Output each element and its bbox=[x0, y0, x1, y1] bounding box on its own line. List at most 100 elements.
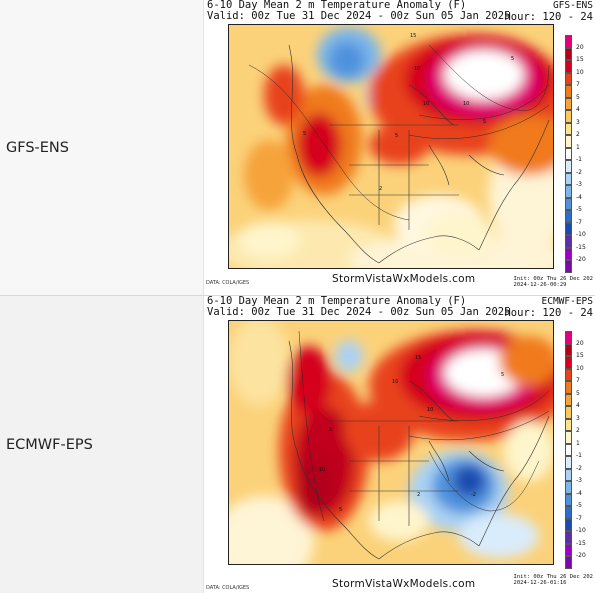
color-scale-swatch bbox=[565, 506, 572, 519]
color-scale-tick: 1 bbox=[576, 439, 580, 447]
color-scale-swatch bbox=[565, 368, 572, 381]
init-info: Init: 00z Thu 26 Dec 202 2024-12-26-00:2… bbox=[514, 276, 593, 288]
row-divider bbox=[0, 295, 595, 296]
color-scale-tick: 3 bbox=[576, 118, 580, 126]
color-scale-swatch bbox=[565, 85, 572, 98]
contour-label: 15 bbox=[410, 33, 416, 39]
color-scale-swatch bbox=[565, 160, 572, 173]
forecast-hour: Hour: 120 - 24 bbox=[504, 307, 593, 319]
anomaly-map-svg: 15 10 10 10 5 5 5 2 -2 bbox=[229, 321, 553, 564]
color-scale-tick: 20 bbox=[576, 43, 584, 51]
contour-label: 5 bbox=[501, 372, 504, 378]
contour-label: 10 bbox=[319, 467, 325, 473]
contour-label: 2 bbox=[417, 492, 420, 498]
contour-label: 5 bbox=[303, 131, 306, 137]
color-scale-tick: -7 bbox=[576, 218, 582, 226]
color-scale-tick: -10 bbox=[576, 231, 586, 238]
contour-label: 10 bbox=[414, 66, 420, 72]
map-title: 6-10 Day Mean 2 m Temperature Anomaly (F… bbox=[207, 0, 467, 11]
color-scale-tick: 4 bbox=[576, 106, 580, 113]
color-scale-tick: 5 bbox=[576, 93, 580, 101]
color-scale-swatch bbox=[565, 556, 572, 569]
init-time: Init: 00z Thu 26 Dec 202 bbox=[513, 276, 593, 282]
contour-label: -2 bbox=[471, 492, 476, 498]
contour-label: 5 bbox=[511, 56, 514, 62]
color-scale-swatch bbox=[565, 393, 572, 406]
contour-label: 2 bbox=[379, 186, 382, 192]
color-scale-tick: 7 bbox=[576, 377, 580, 384]
forecast-hour: Hour: 120 - 24 bbox=[504, 11, 593, 23]
model-label: ECMWF-EPS bbox=[6, 436, 93, 453]
data-source: DATA: COLA/IGES bbox=[206, 280, 250, 286]
color-scale-tick: -2 bbox=[576, 168, 582, 176]
color-scale-tick: 10 bbox=[576, 68, 584, 76]
color-scale-tick: -1 bbox=[576, 452, 582, 459]
color-scale-swatch bbox=[565, 431, 572, 444]
contour-label: 5 bbox=[339, 507, 342, 513]
panel-gfs-ens: GFS-ENS 6-10 Day Mean 2 m Temperature An… bbox=[0, 0, 595, 295]
color-scale-tick: 7 bbox=[576, 81, 580, 88]
site-watermark: StormVistaWxModels.com bbox=[332, 273, 476, 285]
color-scale-tick: -7 bbox=[576, 514, 582, 522]
contour-label: 5 bbox=[483, 119, 486, 125]
color-scale-tick: -5 bbox=[576, 206, 582, 213]
color-scale-swatch bbox=[565, 235, 572, 248]
color-scale-tick: -4 bbox=[576, 489, 582, 497]
color-scale-tick: 2 bbox=[576, 427, 580, 434]
color-scale-tick: -20 bbox=[576, 552, 586, 559]
contour-label: 5 bbox=[395, 133, 398, 139]
init-time: Init: 00z Thu 26 Dec 202 bbox=[513, 574, 593, 580]
color-scale-swatch bbox=[565, 197, 572, 210]
color-scale-tick: 1 bbox=[576, 143, 580, 151]
valid-time: Valid: 00z Tue 31 Dec 2024 - 00z Sun 05 … bbox=[207, 306, 511, 318]
color-scale-swatch bbox=[565, 260, 572, 273]
color-scale-swatch bbox=[565, 406, 572, 419]
model-code: GFS-ENS bbox=[552, 0, 593, 11]
color-scale-swatch bbox=[565, 468, 572, 481]
color-scale-swatch bbox=[565, 456, 572, 469]
color-scale-swatch bbox=[565, 35, 572, 48]
color-scale-tick: -15 bbox=[576, 539, 586, 547]
color-scale-tick: 15 bbox=[576, 352, 584, 359]
color-scale-swatch bbox=[565, 210, 572, 223]
color-scale-swatch bbox=[565, 47, 572, 60]
init-info: Init: 00z Thu 26 Dec 202 2024-12-26-01:1… bbox=[514, 574, 593, 586]
valid-time: Valid: 00z Tue 31 Dec 2024 - 00z Sun 05 … bbox=[207, 10, 511, 22]
color-scale-swatch bbox=[565, 247, 572, 260]
color-scale-tick: 4 bbox=[576, 402, 580, 409]
contour-label: 15 bbox=[415, 355, 421, 361]
model-label: GFS-ENS bbox=[6, 139, 69, 156]
color-scale-swatch bbox=[565, 72, 572, 85]
color-scale-swatch bbox=[565, 356, 572, 369]
color-scale-swatch bbox=[565, 60, 572, 73]
color-scale-swatch bbox=[565, 331, 572, 344]
color-scale-tick: -2 bbox=[576, 464, 582, 472]
color-scale-tick: -3 bbox=[576, 181, 582, 188]
label-cell: GFS-ENS bbox=[0, 0, 204, 295]
anomaly-map-svg: 15 10 10 10 5 5 5 5 2 bbox=[229, 25, 553, 268]
contour-label: 10 bbox=[423, 101, 429, 107]
color-scale-swatch bbox=[565, 172, 572, 185]
color-scale-tick: -4 bbox=[576, 193, 582, 201]
contour-label: 5 bbox=[329, 427, 332, 433]
panel-ecmwf-eps: ECMWF-EPS 6-10 Day Mean 2 m Temperature … bbox=[0, 296, 595, 593]
color-scale-tick: -1 bbox=[576, 156, 582, 163]
color-scale-swatch bbox=[565, 185, 572, 198]
color-scale-swatch bbox=[565, 493, 572, 506]
color-scale-tick: 20 bbox=[576, 339, 584, 347]
contour-label: 10 bbox=[463, 101, 469, 107]
color-scale-swatch bbox=[565, 343, 572, 356]
color-scale-tick: 10 bbox=[576, 364, 584, 372]
contour-label: 10 bbox=[392, 379, 398, 385]
render-stamp: 2024-12-26-00:29 bbox=[513, 282, 567, 288]
contour-label: 10 bbox=[427, 407, 433, 413]
color-scale-tick: 5 bbox=[576, 389, 580, 397]
map-cell: 6-10 Day Mean 2 m Temperature Anomaly (F… bbox=[204, 0, 595, 295]
color-scale-swatch bbox=[565, 97, 572, 110]
color-scale-tick: -20 bbox=[576, 256, 586, 263]
anomaly-map: 15 10 10 10 5 5 5 5 2 bbox=[228, 24, 554, 269]
model-code: ECMWF-EPS bbox=[541, 296, 593, 307]
site-watermark: StormVistaWxModels.com bbox=[332, 578, 476, 590]
color-scale-swatch bbox=[565, 122, 572, 135]
label-cell: ECMWF-EPS bbox=[0, 296, 204, 593]
